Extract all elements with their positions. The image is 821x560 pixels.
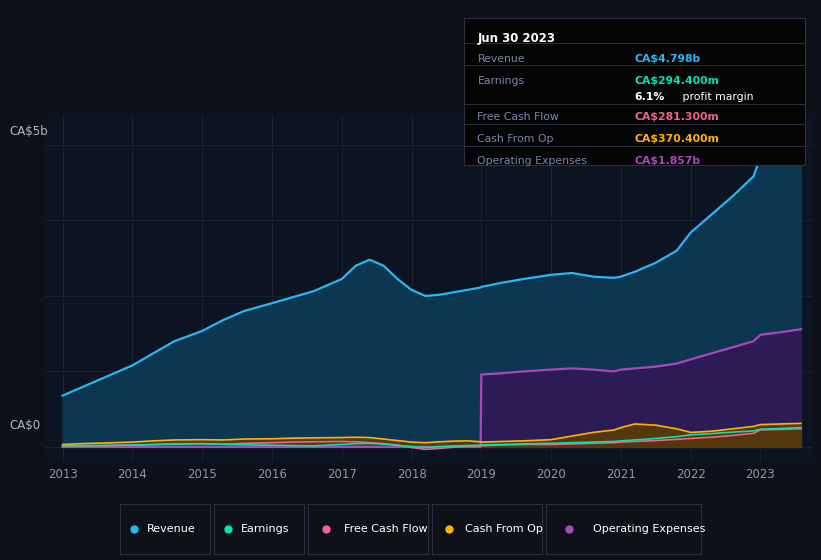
Text: Revenue: Revenue [147,524,195,534]
Text: CA$281.300m: CA$281.300m [635,113,719,123]
Text: Operating Expenses: Operating Expenses [593,524,705,534]
Text: CA$294.400m: CA$294.400m [635,76,719,86]
Text: 6.1%: 6.1% [635,92,664,102]
Text: Free Cash Flow: Free Cash Flow [478,113,559,123]
Text: Cash From Op: Cash From Op [478,134,554,144]
Text: CA$4.798b: CA$4.798b [635,54,700,64]
Text: profit margin: profit margin [678,92,753,102]
Text: Jun 30 2023: Jun 30 2023 [478,32,556,45]
Text: Revenue: Revenue [478,54,525,64]
Text: Free Cash Flow: Free Cash Flow [344,524,428,534]
Text: Earnings: Earnings [478,76,525,86]
Text: CA$1.857b: CA$1.857b [635,156,700,166]
Text: CA$0: CA$0 [10,419,41,432]
Text: CA$370.400m: CA$370.400m [635,134,719,144]
Text: Cash From Op: Cash From Op [465,524,543,534]
Text: Operating Expenses: Operating Expenses [478,156,588,166]
Text: CA$5b: CA$5b [10,125,48,138]
Text: Earnings: Earnings [241,524,290,534]
